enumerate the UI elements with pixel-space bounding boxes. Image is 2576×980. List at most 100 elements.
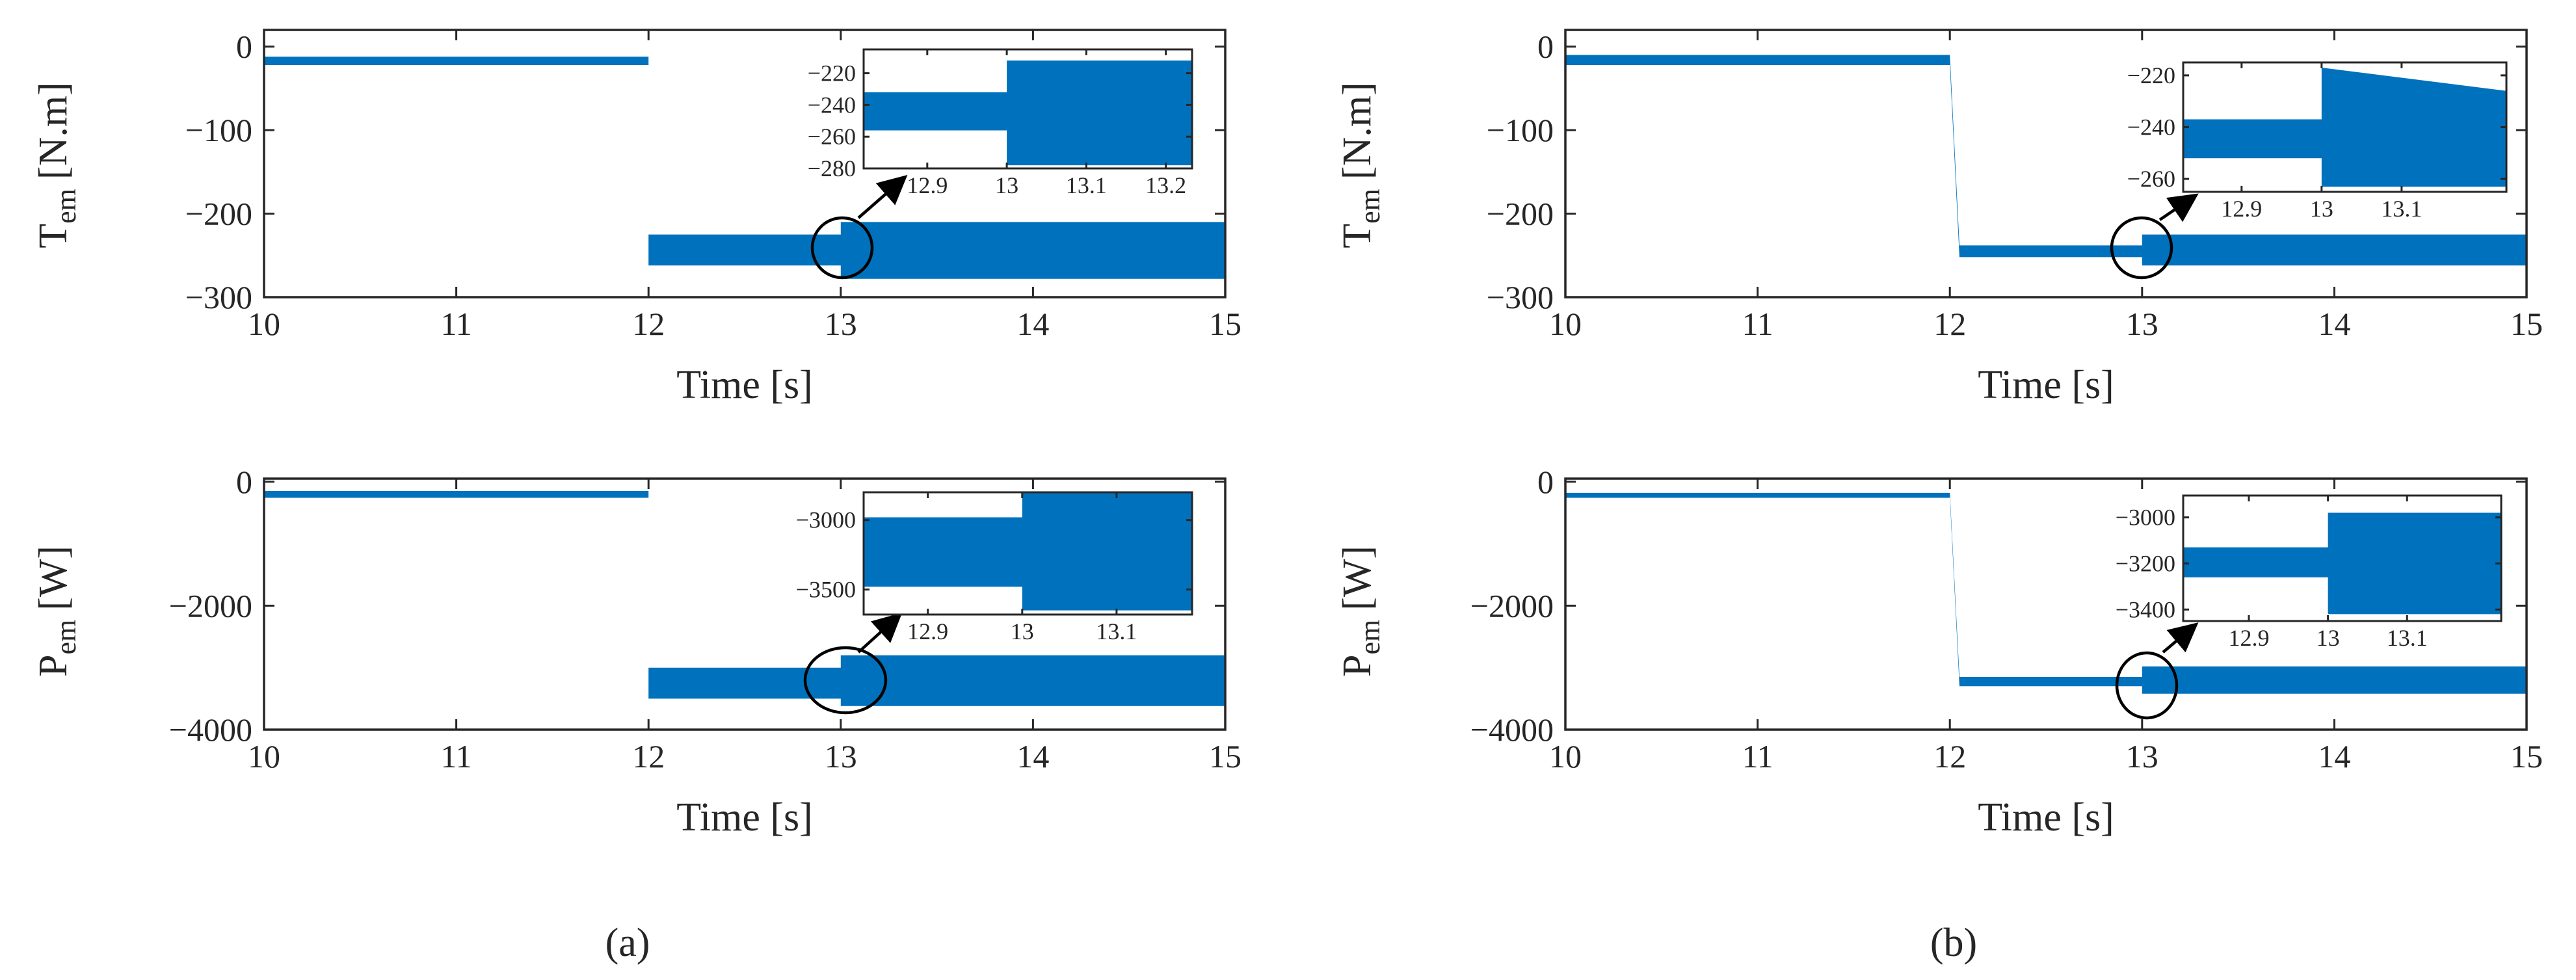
signal-band bbox=[1565, 492, 2527, 694]
x-tick-label: 13.1 bbox=[1096, 618, 1137, 644]
x-tick-label: 12 bbox=[1933, 306, 1966, 342]
x-tick-label: 11 bbox=[1742, 738, 1773, 775]
y-label-unit: [N.m] bbox=[31, 82, 75, 179]
y-tick-label: −220 bbox=[808, 60, 856, 86]
inset-frame bbox=[862, 491, 1193, 616]
x-tick-label: 13 bbox=[995, 172, 1018, 198]
x-tick-label: 12 bbox=[632, 306, 665, 342]
y-axis-label: Pem [W] bbox=[1335, 546, 1386, 677]
signal-band bbox=[264, 57, 1225, 279]
x-tick-label: 11 bbox=[441, 738, 472, 775]
x-tick-label: 12.9 bbox=[907, 618, 948, 644]
axes-frame bbox=[1564, 29, 2528, 298]
caption: (a) bbox=[605, 921, 650, 965]
x-tick-label: 12.9 bbox=[2221, 196, 2262, 222]
y-tick-label: −2000 bbox=[1470, 587, 1554, 624]
y-label-subscript: em bbox=[1354, 620, 1386, 655]
y-label-symbol: T bbox=[31, 224, 75, 248]
y-tick-label: −3200 bbox=[2116, 550, 2175, 576]
x-tick-label: 13 bbox=[2126, 306, 2158, 342]
signal-band bbox=[864, 492, 1192, 611]
x-tick-label: 10 bbox=[248, 738, 280, 775]
y-tick-label: −4000 bbox=[1470, 711, 1554, 748]
y-tick-label: 0 bbox=[1537, 464, 1554, 500]
zoom-marker bbox=[803, 646, 888, 715]
y-tick-label: −280 bbox=[808, 155, 856, 181]
x-axis-label: Time [s] bbox=[1978, 363, 2114, 407]
x-tick-label: 10 bbox=[1549, 738, 1582, 775]
y-tick-label: −260 bbox=[808, 124, 856, 150]
y-tick-label: −2000 bbox=[169, 587, 252, 624]
x-axis-label: Time [s] bbox=[1978, 795, 2114, 840]
x-axis-label: Time [s] bbox=[676, 363, 813, 407]
axes-frame bbox=[263, 477, 1227, 731]
zoom-marker bbox=[2115, 651, 2179, 720]
y-axis-label: Tem [N.m] bbox=[1335, 82, 1386, 248]
y-tick-label: −200 bbox=[1487, 196, 1554, 232]
x-tick-label: 14 bbox=[2318, 306, 2350, 342]
zoom-marker bbox=[810, 216, 874, 280]
y-tick-label: −240 bbox=[808, 92, 856, 118]
signal-band bbox=[1565, 55, 2527, 266]
y-tick-label: −4000 bbox=[169, 711, 252, 748]
y-label-symbol: P bbox=[31, 655, 75, 677]
x-tick-label: 13 bbox=[2317, 625, 2340, 651]
x-tick-label: 13.1 bbox=[1066, 172, 1107, 198]
axes-frame bbox=[263, 29, 1227, 298]
x-tick-label: 12.9 bbox=[907, 172, 948, 198]
zoom-arrow bbox=[857, 175, 908, 219]
x-tick-label: 11 bbox=[1742, 306, 1773, 342]
y-label-symbol: P bbox=[1335, 655, 1379, 677]
x-tick-label: 11 bbox=[441, 306, 472, 342]
y-label-unit: [N.m] bbox=[1335, 82, 1379, 179]
y-tick-label: −200 bbox=[185, 196, 252, 232]
x-axis-label: Time [s] bbox=[676, 795, 813, 840]
y-label-subscript: em bbox=[50, 189, 82, 224]
zoom-marker bbox=[2110, 216, 2173, 280]
x-tick-label: 13.2 bbox=[1145, 172, 1186, 198]
y-axis-label: Pem [W] bbox=[31, 546, 82, 677]
signal-band bbox=[864, 60, 1192, 166]
signal-band bbox=[264, 491, 1225, 706]
y-tick-label: 0 bbox=[1537, 29, 1554, 65]
y-label-symbol: T bbox=[1335, 224, 1379, 248]
y-axis-label: Tem [N.m] bbox=[31, 82, 82, 248]
x-tick-label: 13.1 bbox=[2381, 196, 2422, 222]
axes-frame bbox=[1564, 477, 2528, 731]
x-tick-label: 14 bbox=[2318, 738, 2350, 775]
y-tick-label: −100 bbox=[185, 112, 252, 148]
y-tick-label: 0 bbox=[236, 29, 252, 65]
y-tick-label: −3000 bbox=[2116, 505, 2175, 531]
signal-band bbox=[2183, 67, 2506, 187]
inset-frame bbox=[862, 48, 1193, 170]
x-tick-label: 12.9 bbox=[2228, 625, 2269, 651]
x-tick-label: 15 bbox=[2510, 306, 2543, 342]
x-tick-label: 14 bbox=[1016, 306, 1049, 342]
y-label-subscript: em bbox=[50, 620, 82, 655]
x-tick-label: 13 bbox=[1011, 618, 1034, 644]
zoom-arrow bbox=[857, 612, 903, 654]
x-tick-label: 10 bbox=[1549, 306, 1582, 342]
x-tick-label: 15 bbox=[1209, 306, 1242, 342]
signal-band bbox=[2183, 512, 2501, 615]
y-tick-label: −100 bbox=[1487, 112, 1554, 148]
y-tick-label: −260 bbox=[2127, 166, 2175, 192]
x-tick-label: 13 bbox=[825, 306, 857, 342]
x-tick-label: 12 bbox=[1933, 738, 1966, 775]
zoom-arrow bbox=[2158, 193, 2199, 222]
caption: (b) bbox=[1930, 921, 1977, 965]
x-tick-label: 13 bbox=[825, 738, 857, 775]
y-label-unit: [W] bbox=[1335, 546, 1379, 611]
y-label-unit: [W] bbox=[31, 546, 75, 611]
y-tick-label: 0 bbox=[236, 464, 252, 500]
y-tick-label: −240 bbox=[2127, 114, 2175, 140]
x-tick-label: 15 bbox=[1209, 738, 1242, 775]
x-tick-label: 12 bbox=[632, 738, 665, 775]
x-tick-label: 10 bbox=[248, 306, 280, 342]
y-label-subscript: em bbox=[1354, 189, 1386, 224]
x-tick-label: 13 bbox=[2310, 196, 2333, 222]
y-tick-label: −300 bbox=[1487, 279, 1554, 315]
y-tick-label: −3000 bbox=[796, 507, 856, 533]
